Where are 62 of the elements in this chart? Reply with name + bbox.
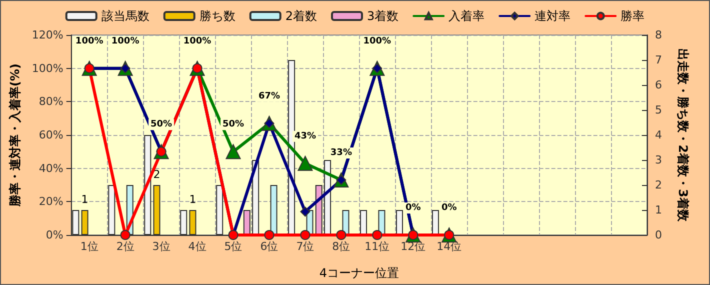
x-tick-label: 5位 [224,240,242,253]
y2-tick-label: 8 [655,28,662,42]
y-tick-label: 20% [38,195,64,208]
x-tick-label: 7位 [296,240,314,253]
y2-tick-label: 7 [655,54,662,66]
y2-tick-label: 4 [655,128,662,142]
y-tick-label: 60% [38,128,64,142]
x-tick-label: 11位 [364,240,390,253]
point [336,230,346,240]
point [226,144,241,160]
data-label: 0% [406,203,421,213]
x-tick-label: 3位 [152,240,170,253]
x-tick-label: 2位 [116,240,134,253]
point [372,230,382,240]
y2-tick-label: 3 [655,154,662,166]
y-tick-label: 120% [32,28,64,42]
point [300,230,310,240]
x-axis-title: 4コーナー位置 [319,266,399,280]
legend-label: 2着数 [285,9,318,23]
data-label: 100% [75,36,104,46]
point [298,156,313,171]
y-axis-title: 勝率・連対率・入着率(%) [8,64,22,208]
legend-label: 入着率 [448,9,485,23]
bar [360,210,368,235]
legend-label: 勝ち数 [199,9,236,23]
data-label: 2 [153,168,160,181]
point [120,230,130,240]
y-tick-label: 40% [38,162,64,175]
data-label: 50% [150,120,172,130]
point [264,230,274,240]
legend-label: 該当馬数 [101,9,150,23]
data-label: 100% [363,36,392,46]
data-label: 50% [222,120,244,130]
data-label: 100% [111,36,140,46]
data-label: 1 [189,193,196,206]
x-tick-label: 8位 [332,240,350,253]
data-label: 33% [330,148,352,158]
data-label: 100% [183,36,212,46]
bar [288,60,296,235]
x-tick-label: 4位 [188,240,206,253]
data-label: 43% [294,131,316,142]
y2-tick-label: 5 [655,104,662,116]
y2-tick-label: 0 [655,228,662,242]
y2-tick-label: 1 [655,204,662,216]
y2-axis-title: 出走数・勝ち数・2着数・3着数 [676,48,690,222]
legend-label: 連対率 [534,9,571,23]
y-tick-label: 80% [38,95,64,108]
data-label: 0% [441,203,457,213]
legend-label: 勝率 [620,9,645,23]
x-tick-label: 1位 [80,240,98,253]
y2-tick-label: 2 [655,178,662,192]
x-tick-label: 14位 [436,240,462,253]
data-label: 67% [258,91,280,102]
bar [432,210,439,235]
y2-tick-label: 6 [655,78,662,92]
y-tick-label: 0% [46,228,64,242]
bar [396,210,403,235]
data-label: 1 [81,193,88,206]
legend-label: 3着数 [367,9,399,23]
point [300,206,310,217]
x-tick-label: 6位 [260,240,278,253]
y-tick-label: 100% [32,62,64,75]
